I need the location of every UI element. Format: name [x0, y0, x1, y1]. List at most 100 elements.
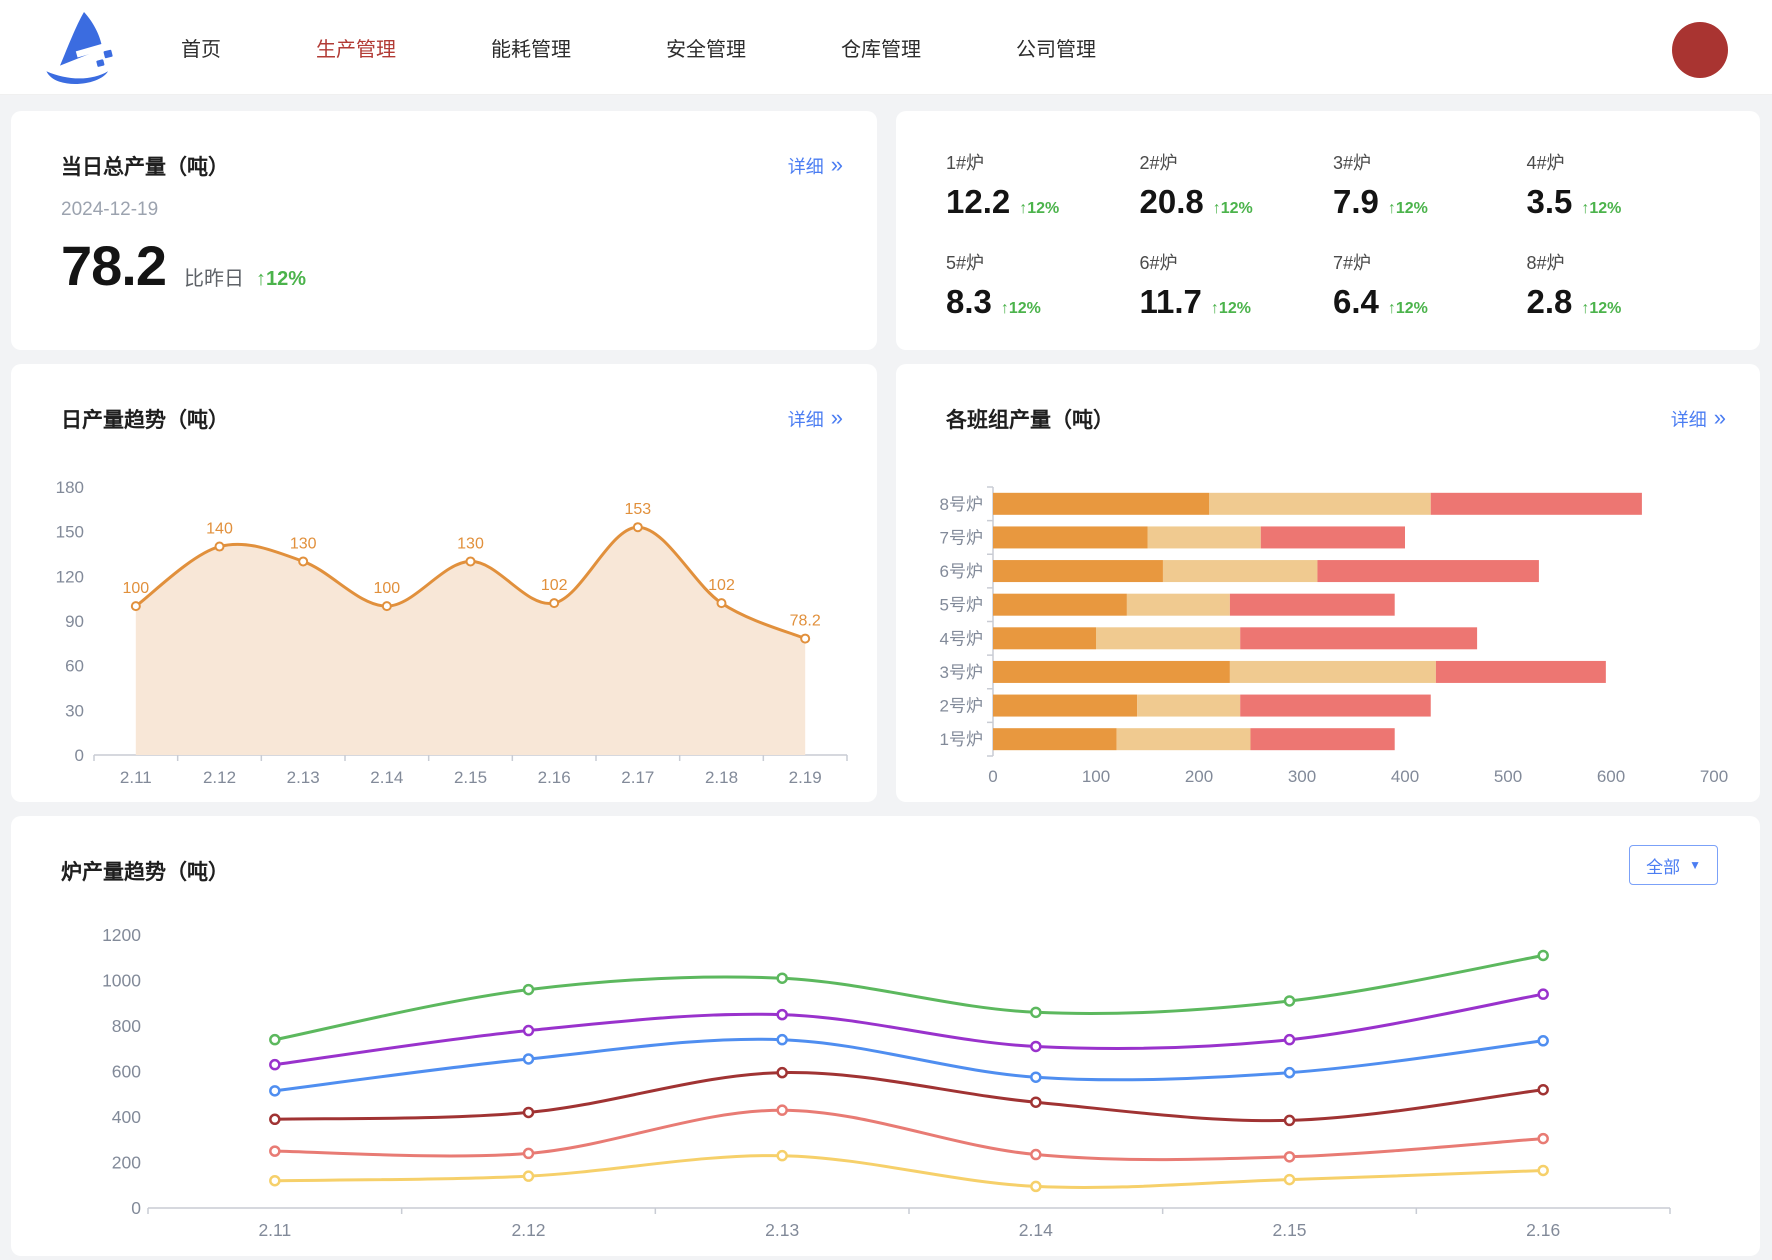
up-arrow-icon: ↑: [1581, 300, 1590, 317]
svg-text:120: 120: [56, 567, 84, 586]
avatar[interactable]: [1672, 22, 1728, 78]
svg-text:0: 0: [75, 746, 84, 765]
team-output-bar-chart: 1号炉 2号炉 3号炉 4号炉 5号炉 6号炉 7号炉 8号炉 0 100 200 300 400 500…: [940, 486, 1728, 786]
stat-label: 5#炉: [946, 253, 985, 273]
furnace-trend-line-chart: 0 200 400 600 800 1000 1200 2.11 2.12 2.13 2.14 2.1…: [102, 925, 1671, 1240]
total-delta: ↑12%: [256, 268, 307, 290]
svg-text:130: 130: [457, 535, 484, 552]
svg-text:2.19: 2.19: [789, 768, 822, 787]
nav-item-safety[interactable]: 安全管理: [666, 39, 746, 61]
svg-text:1000: 1000: [102, 971, 141, 991]
up-arrow-icon: ↑: [1210, 300, 1219, 317]
stat-value: 3.5: [1526, 183, 1573, 220]
svg-text:7号炉: 7号炉: [940, 528, 983, 547]
stat-delta: ↑12%: [1000, 300, 1041, 317]
team-output-detail-link[interactable]: 详细 »: [1671, 406, 1726, 432]
stat-label: 1#炉: [946, 153, 985, 173]
svg-text:100: 100: [373, 580, 400, 597]
sailboat-logo: [46, 12, 113, 84]
detail-label: 详细: [787, 410, 824, 430]
up-arrow-icon: ↑: [1387, 200, 1396, 217]
svg-text:102: 102: [541, 577, 568, 594]
furnace-filter-dropdown[interactable]: 全部 ▼: [1629, 845, 1718, 885]
nav-item-energy[interactable]: 能耗管理: [491, 39, 571, 61]
total-output-value: 78.2: [61, 234, 167, 297]
svg-text:102: 102: [708, 577, 735, 594]
svg-text:90: 90: [65, 612, 84, 631]
stat-delta: ↑12%: [1210, 300, 1251, 317]
daily-trend-area-chart: 0 30 60 90 120 150 180 2.11 2.12 2.13 2.14 2.15 2.16…: [56, 478, 848, 787]
svg-text:140: 140: [206, 521, 233, 538]
svg-text:2.13: 2.13: [765, 1220, 799, 1240]
stat-delta: ↑12%: [1581, 300, 1622, 317]
furnace-stats-card: 1#炉 12.2 ↑12% 2#炉 20.8 ↑12% 3#炉 7.9 ↑12% 4#…: [896, 111, 1760, 350]
svg-text:3号炉: 3号炉: [940, 663, 983, 682]
daily-total-card: 当日总产量（吨） 详细 » 2024-12-19 78.2 比昨日 ↑12%: [11, 111, 877, 350]
svg-text:2.11: 2.11: [258, 1220, 291, 1240]
team-output-card: 各班组产量（吨） 详细 » 1号炉 2号炉 3号炉 4号炉 5号炉 6号炉 7号炉 8号炉 0 1…: [896, 364, 1760, 802]
svg-text:2.16: 2.16: [538, 768, 571, 787]
svg-text:1号炉: 1号炉: [940, 730, 983, 749]
top-nav: 首页 生产管理 能耗管理 安全管理 仓库管理 公司管理: [0, 0, 1772, 95]
stat-label: 6#炉: [1139, 253, 1178, 273]
svg-text:5号炉: 5号炉: [940, 596, 983, 615]
svg-text:30: 30: [65, 701, 84, 720]
stat-delta: ↑12%: [1387, 300, 1428, 317]
svg-text:153: 153: [624, 501, 651, 518]
report-date: 2024-12-19: [61, 199, 159, 220]
daily-total-detail-link[interactable]: 详细 »: [788, 153, 843, 179]
team-output-title: 各班组产量（吨）: [946, 409, 1114, 432]
nav-item-company[interactable]: 公司管理: [1016, 39, 1096, 61]
up-arrow-icon: ↑: [1387, 300, 1396, 317]
svg-text:180: 180: [56, 478, 84, 497]
stat-delta: ↑12%: [1581, 200, 1622, 217]
svg-text:2.18: 2.18: [705, 768, 738, 787]
nav-item-production[interactable]: 生产管理: [316, 39, 396, 61]
svg-text:2号炉: 2号炉: [940, 697, 983, 716]
svg-text:2.17: 2.17: [621, 768, 654, 787]
stat-delta: ↑12%: [1212, 200, 1253, 217]
daily-trend-title: 日产量趋势（吨）: [61, 409, 229, 432]
detail-label: 详细: [787, 157, 824, 177]
svg-text:400: 400: [1391, 767, 1419, 786]
svg-text:0: 0: [988, 767, 997, 786]
svg-text:2.12: 2.12: [511, 1220, 545, 1240]
daily-total-title: 当日总产量（吨）: [61, 156, 229, 179]
caret-down-icon: ▼: [1689, 858, 1701, 872]
svg-text:2.15: 2.15: [454, 768, 487, 787]
svg-text:600: 600: [112, 1062, 141, 1082]
svg-text:6号炉: 6号炉: [940, 562, 983, 581]
svg-text:2.16: 2.16: [1526, 1220, 1560, 1240]
detail-label: 详细: [1670, 410, 1707, 430]
svg-text:4号炉: 4号炉: [940, 629, 983, 648]
svg-text:150: 150: [56, 523, 84, 542]
furnace-trend-title: 炉产量趋势（吨）: [61, 861, 229, 884]
svg-text:2.13: 2.13: [287, 768, 320, 787]
svg-text:60: 60: [65, 657, 84, 676]
stat-value: 2.8: [1526, 283, 1573, 320]
svg-text:800: 800: [112, 1016, 141, 1036]
up-arrow-icon: ↑: [1212, 200, 1221, 217]
nav-item-home[interactable]: 首页: [181, 39, 221, 61]
furnace-trend-card: 炉产量趋势（吨） 全部 ▼ 0 200 400 600 800 1000 1200 2.11 2…: [11, 816, 1760, 1256]
daily-trend-detail-link[interactable]: 详细 »: [788, 406, 843, 432]
furnace-stat-6: 6#炉 11.7 ↑12%: [1140, 249, 1334, 321]
svg-text:78.2: 78.2: [790, 613, 821, 630]
stat-delta: ↑12%: [1019, 200, 1060, 217]
svg-text:400: 400: [112, 1107, 141, 1127]
svg-text:2.12: 2.12: [203, 768, 236, 787]
stat-label: 8#炉: [1526, 253, 1565, 273]
svg-text:2.11: 2.11: [120, 768, 152, 787]
stat-value: 20.8: [1139, 183, 1204, 220]
stat-value: 6.4: [1333, 283, 1379, 320]
svg-text:2.14: 2.14: [1019, 1220, 1053, 1240]
stat-delta: ↑12%: [1387, 200, 1428, 217]
up-arrow-icon: ↑: [256, 268, 266, 290]
double-chevron-icon: »: [830, 152, 843, 177]
svg-text:130: 130: [290, 535, 317, 552]
svg-text:2.15: 2.15: [1272, 1220, 1306, 1240]
nav-item-warehouse[interactable]: 仓库管理: [841, 39, 921, 61]
double-chevron-icon: »: [830, 405, 843, 430]
furnace-stat-7: 7#炉 6.4 ↑12%: [1333, 249, 1527, 321]
svg-text:200: 200: [112, 1153, 141, 1173]
